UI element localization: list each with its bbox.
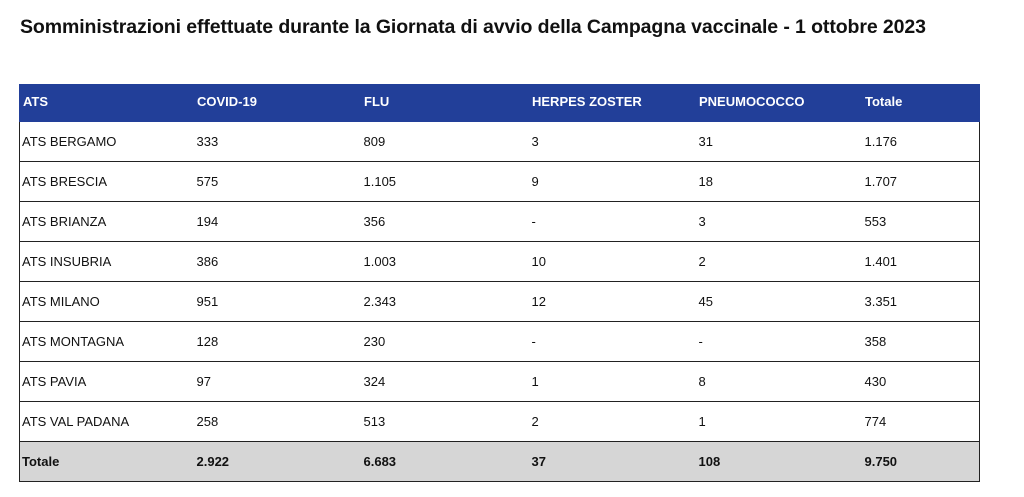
cell-flu: 1.003 [361,241,530,282]
cell-covid: 575 [194,161,362,202]
column-header-ats: ATS [19,84,195,122]
column-header-herpes-zoster: HERPES ZOSTER [529,84,697,122]
cell-flu: 1.105 [361,161,530,202]
cell-total-covid: 2.922 [194,441,362,482]
cell-pneumococco: 1 [696,401,863,442]
cell-herpes-zoster: 3 [529,121,697,162]
cell-pneumococco: 45 [696,281,863,322]
cell-flu: 324 [361,361,530,402]
cell-total-pneumococco: 108 [696,441,863,482]
table-row: ATS INSUBRIA 386 1.003 10 2 1.401 [19,241,980,282]
cell-ats: ATS BRIANZA [19,201,195,242]
cell-pneumococco: 18 [696,161,863,202]
cell-ats: ATS PAVIA [19,361,195,402]
cell-covid: 97 [194,361,362,402]
cell-totale: 358 [862,321,980,362]
cell-flu: 809 [361,121,530,162]
cell-covid: 194 [194,201,362,242]
cell-covid: 333 [194,121,362,162]
cell-covid: 258 [194,401,362,442]
cell-herpes-zoster: 1 [529,361,697,402]
table-row: ATS BRESCIA 575 1.105 9 18 1.707 [19,161,980,202]
cell-pneumococco: - [696,321,863,362]
table-row: ATS PAVIA 97 324 1 8 430 [19,361,980,402]
cell-flu: 2.343 [361,281,530,322]
page-title: Somministrazioni effettuate durante la G… [20,16,926,38]
cell-ats: ATS INSUBRIA [19,241,195,282]
table-row: ATS BERGAMO 333 809 3 31 1.176 [19,121,980,162]
cell-pneumococco: 31 [696,121,863,162]
cell-totale: 1.401 [862,241,980,282]
cell-flu: 356 [361,201,530,242]
cell-herpes-zoster: 10 [529,241,697,282]
cell-pneumococco: 3 [696,201,863,242]
total-row: Totale 2.922 6.683 37 108 9.750 [19,441,980,482]
cell-pneumococco: 8 [696,361,863,402]
cell-ats: ATS VAL PADANA [19,401,195,442]
table-row: ATS BRIANZA 194 356 - 3 553 [19,201,980,242]
vaccination-table: ATS COVID-19 FLU HERPES ZOSTER PNEUMOCOC… [19,84,980,482]
column-header-totale: Totale [862,84,980,122]
cell-totale: 553 [862,201,980,242]
cell-herpes-zoster: - [529,201,697,242]
cell-totale: 774 [862,401,980,442]
cell-ats: ATS BERGAMO [19,121,195,162]
cell-totale: 3.351 [862,281,980,322]
column-header-covid: COVID-19 [194,84,362,122]
cell-covid: 951 [194,281,362,322]
cell-totale: 1.707 [862,161,980,202]
cell-totale: 430 [862,361,980,402]
cell-flu: 513 [361,401,530,442]
cell-totale: 1.176 [862,121,980,162]
cell-pneumococco: 2 [696,241,863,282]
table-row: ATS VAL PADANA 258 513 2 1 774 [19,401,980,442]
cell-total-herpes-zoster: 37 [529,441,697,482]
cell-covid: 386 [194,241,362,282]
cell-herpes-zoster: 9 [529,161,697,202]
cell-ats: ATS MONTAGNA [19,321,195,362]
column-header-pneumococco: PNEUMOCOCCO [696,84,863,122]
cell-covid: 128 [194,321,362,362]
cell-ats: ATS BRESCIA [19,161,195,202]
cell-herpes-zoster: - [529,321,697,362]
cell-ats: ATS MILANO [19,281,195,322]
table-row: ATS MONTAGNA 128 230 - - 358 [19,321,980,362]
cell-total-totale: 9.750 [862,441,980,482]
table-row: ATS MILANO 951 2.343 12 45 3.351 [19,281,980,322]
cell-total-label: Totale [19,441,195,482]
column-header-flu: FLU [361,84,530,122]
cell-herpes-zoster: 2 [529,401,697,442]
cell-herpes-zoster: 12 [529,281,697,322]
table-header-row: ATS COVID-19 FLU HERPES ZOSTER PNEUMOCOC… [19,84,980,122]
cell-flu: 230 [361,321,530,362]
cell-total-flu: 6.683 [361,441,530,482]
